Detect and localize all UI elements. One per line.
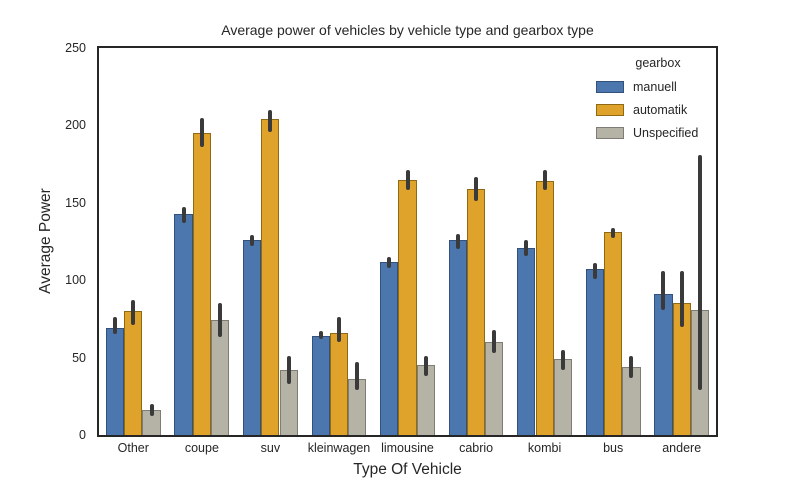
error-bar-manuell-bus xyxy=(592,263,597,279)
bar-unspecified-coupe xyxy=(211,320,230,435)
legend-label-unspecified: Unspecified xyxy=(633,125,699,140)
error-bar-automatik-coupe xyxy=(199,117,204,148)
x-tick-kleinwagen: kleinwagen xyxy=(307,441,371,455)
y-tick-200: 200 xyxy=(65,118,86,133)
error-bar-unspecified-limousine xyxy=(423,356,428,377)
bar-manuell-suv xyxy=(243,240,262,435)
bar-automatik-suv xyxy=(261,119,280,435)
y-tick-50: 50 xyxy=(72,350,86,365)
bar-automatik-other xyxy=(124,311,143,435)
bar-automatik-bus xyxy=(604,232,623,435)
error-bar-manuell-andere xyxy=(661,270,666,310)
legend-swatch-manuell-icon xyxy=(596,80,624,93)
error-bar-automatik-bus xyxy=(611,227,616,239)
error-bar-unspecified-kleinwagen xyxy=(355,362,360,391)
bar-automatik-coupe xyxy=(192,133,211,435)
x-tick-kombi: kombi xyxy=(527,441,562,455)
bar-automatik-kombi xyxy=(535,181,554,435)
error-bar-manuell-limousine xyxy=(387,257,392,268)
error-bar-automatik-kleinwagen xyxy=(336,317,341,343)
bar-manuell-other xyxy=(105,328,125,435)
bar-manuell-bus xyxy=(585,269,604,435)
legend-label-automatik: automatik xyxy=(633,102,688,117)
error-bar-automatik-limousine xyxy=(405,170,410,191)
bar-unspecified-kombi xyxy=(553,359,573,435)
x-tick-cabrio: cabrio xyxy=(459,441,494,455)
bar-manuell-limousine xyxy=(380,261,399,435)
x-tick-bus: bus xyxy=(603,441,624,455)
x-tick-coupe: coupe xyxy=(184,441,219,455)
error-bar-manuell-kleinwagen xyxy=(318,331,323,339)
error-bar-unspecified-suv xyxy=(286,356,291,384)
y-tick-250: 250 xyxy=(65,41,86,55)
x-tick-andere: andere xyxy=(662,441,702,455)
error-bar-manuell-suv xyxy=(250,235,255,247)
error-bar-unspecified-andere xyxy=(698,154,702,391)
y-tick-0: 0 xyxy=(79,428,86,442)
bar-automatik-kleinwagen xyxy=(329,332,349,435)
error-bar-unspecified-cabrio xyxy=(492,329,497,353)
x-tick-other: Other xyxy=(117,441,149,455)
bar-manuell-andere xyxy=(654,294,673,435)
bar-automatik-limousine xyxy=(398,179,417,435)
bar-manuell-coupe xyxy=(174,213,193,435)
x-tick-suv: suv xyxy=(260,441,281,455)
error-bar-unspecified-coupe xyxy=(218,303,223,338)
error-bar-unspecified-kombi xyxy=(560,349,565,370)
error-bar-automatik-other xyxy=(131,300,136,326)
legend-label-manuell: manuell xyxy=(633,79,677,94)
bar-manuell-kleinwagen xyxy=(311,335,330,435)
legend-swatch-unspecified-icon xyxy=(596,126,624,139)
legend-swatch-automatik-icon xyxy=(596,103,624,116)
bar-automatik-cabrio xyxy=(466,188,486,435)
error-bar-unspecified-other xyxy=(149,404,154,417)
error-bar-manuell-kombi xyxy=(524,240,529,256)
bar-unspecified-cabrio xyxy=(485,342,504,435)
error-bar-manuell-cabrio xyxy=(455,233,460,250)
bar-manuell-cabrio xyxy=(448,240,467,435)
legend-entry-manuell: manuell xyxy=(588,75,728,98)
x-tick-limousine: limousine xyxy=(381,441,434,455)
y-tick-150: 150 xyxy=(65,195,86,210)
error-bar-manuell-coupe xyxy=(181,207,186,223)
error-bar-automatik-andere xyxy=(679,270,684,327)
y-tick-100: 100 xyxy=(65,273,86,288)
error-bar-manuell-other xyxy=(113,317,117,335)
legend: gearbox manuell automatik Unspecified xyxy=(588,56,728,144)
x-axis-label: Type Of Vehicle xyxy=(353,461,462,478)
error-bar-unspecified-bus xyxy=(629,356,634,378)
chart-title: Average power of vehicles by vehicle typ… xyxy=(221,22,594,38)
legend-entry-automatik: automatik xyxy=(588,98,728,121)
error-bar-automatik-kombi xyxy=(542,170,547,191)
bar-manuell-kombi xyxy=(517,247,536,435)
error-bar-automatik-cabrio xyxy=(474,176,479,202)
legend-entry-unspecified: Unspecified xyxy=(588,121,728,144)
legend-title: gearbox xyxy=(635,56,681,70)
error-bar-automatik-suv xyxy=(268,109,273,132)
